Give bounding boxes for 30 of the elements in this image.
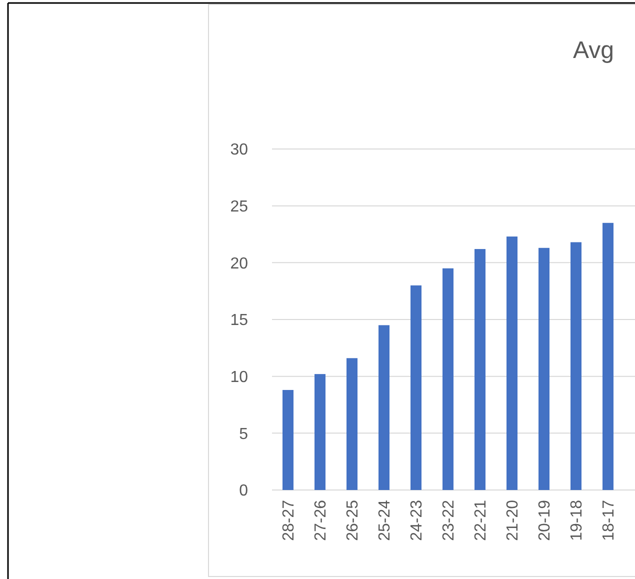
bar: [410, 285, 422, 490]
y-tick-label: 15: [230, 312, 248, 330]
bar: [378, 325, 390, 490]
x-tick-label: 28-27: [280, 500, 298, 541]
x-tick-label: 18-17: [600, 500, 618, 541]
bar: [282, 390, 294, 490]
x-tick-label: 27-26: [312, 500, 330, 541]
x-tick-label: 23-22: [440, 500, 458, 541]
x-tick-label: 25-24: [376, 500, 394, 541]
bar: [346, 358, 358, 490]
chart-title: Avg: [573, 37, 614, 64]
x-tick-label: 24-23: [408, 500, 426, 541]
y-tick-label: 5: [239, 426, 248, 443]
y-tick-label: 10: [230, 368, 248, 386]
y-tick-label: 0: [239, 482, 248, 500]
x-tick-label: 22-21: [472, 500, 490, 541]
y-tick-label: 30: [230, 142, 248, 159]
x-tick-label: 20-19: [536, 500, 554, 541]
bar: [602, 222, 614, 490]
y-tick-label: 20: [230, 255, 248, 272]
x-tick-label: 19-18: [568, 500, 586, 541]
bar: [314, 374, 326, 490]
x-tick-label: 26-25: [344, 500, 362, 541]
bar: [570, 242, 582, 490]
bar: [442, 268, 454, 490]
y-tick-label: 25: [230, 198, 248, 216]
bar: [538, 248, 550, 490]
x-tick-label: 21-20: [504, 500, 522, 541]
bar: [474, 249, 486, 490]
bar: [506, 236, 518, 490]
